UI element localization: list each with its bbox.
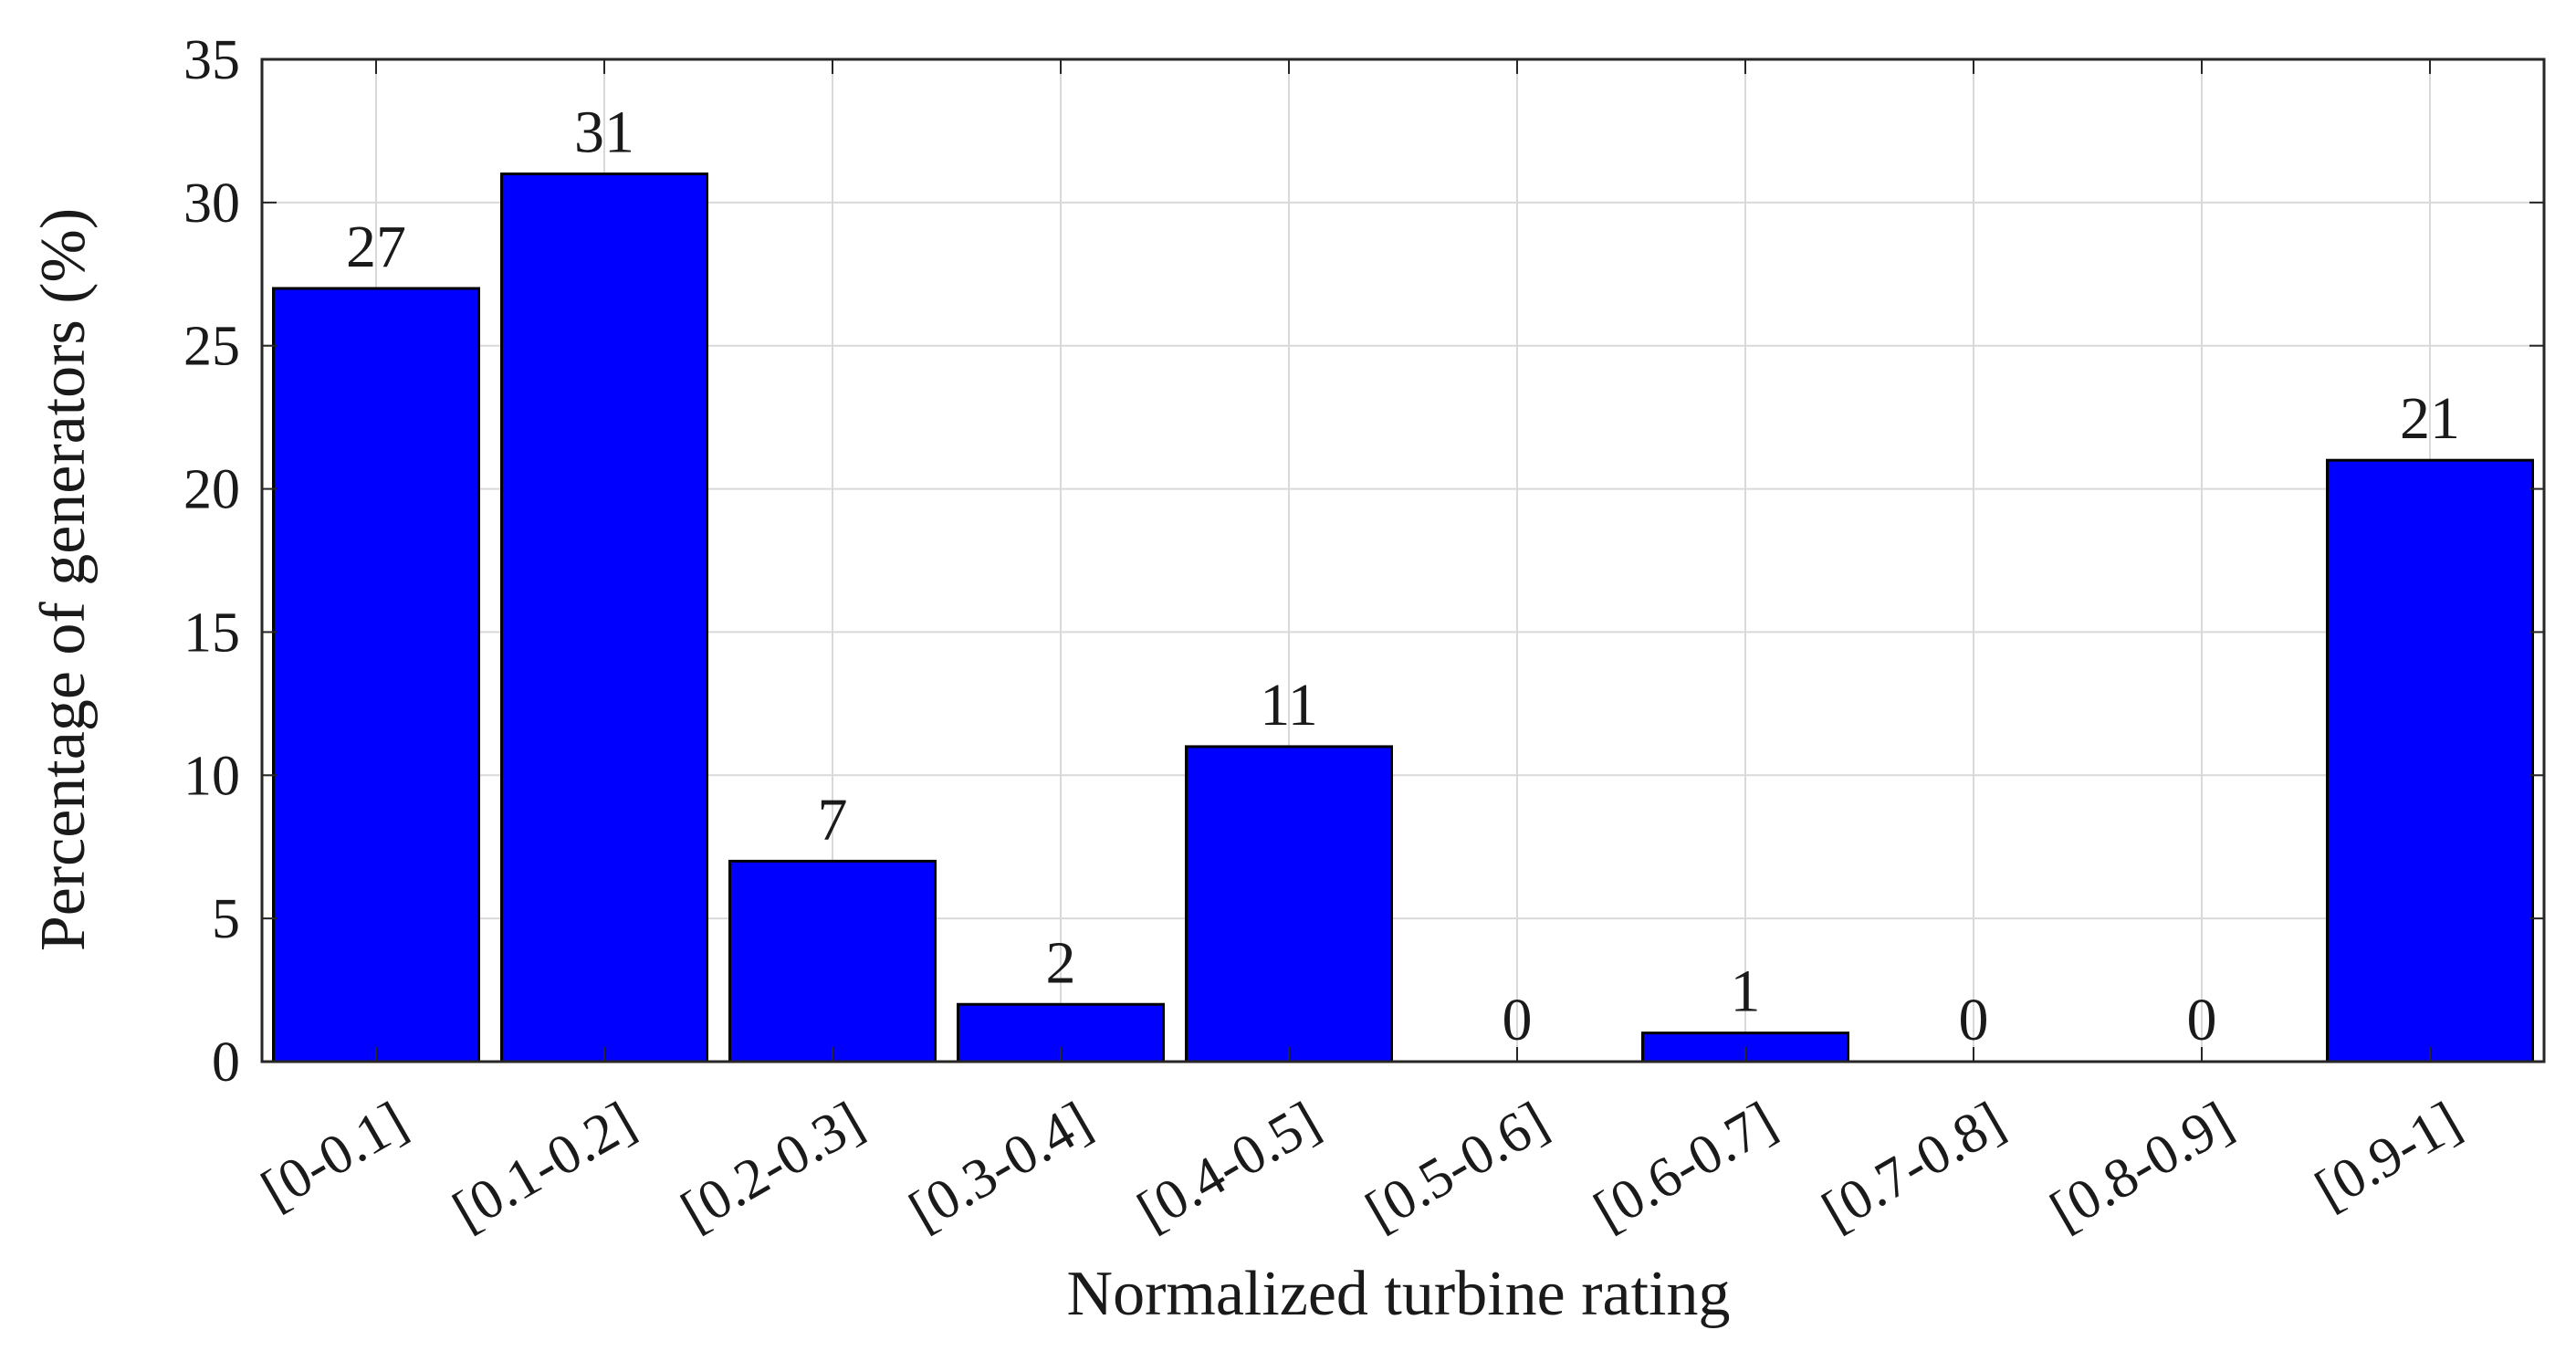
y-tick-label: 5	[212, 888, 240, 950]
data-labels: 27 31 7 2 11 0 1 0 0 21	[346, 99, 2460, 1053]
bar	[2326, 458, 2534, 1063]
bar	[728, 859, 937, 1063]
x-tick-label: [0.4-0.5]	[1127, 1090, 1330, 1242]
plot-frame	[260, 58, 2546, 1063]
data-label: 2	[1046, 929, 1076, 996]
tick-marks	[262, 58, 2544, 1063]
x-tick-label: [0.6-0.7]	[1584, 1090, 1786, 1242]
data-label: 11	[1260, 672, 1318, 738]
y-axis-title: Percentage of generators (%)	[28, 208, 99, 951]
x-tick-label: [0.5-0.6]	[1356, 1090, 1558, 1242]
data-label: 1	[1731, 958, 1761, 1025]
x-tick-label: [0.3-0.4]	[899, 1090, 1102, 1242]
data-label: 31	[574, 99, 634, 165]
data-label: 0	[2187, 987, 2217, 1053]
x-tick-label: [0-0.1]	[251, 1090, 417, 1221]
y-tick-label: 0	[212, 1032, 240, 1094]
data-label: 0	[1503, 987, 1533, 1053]
x-tick-label: [0.7-0.8]	[1812, 1090, 2015, 1242]
bar	[1185, 745, 1393, 1063]
x-axis-title: Normalized turbine rating	[1067, 1259, 1731, 1329]
data-label: 21	[2400, 385, 2460, 452]
y-tick-label: 10	[183, 745, 240, 807]
y-tick-label: 15	[183, 602, 240, 664]
x-tick-label: [0.1-0.2]	[443, 1090, 645, 1242]
bar	[500, 172, 708, 1063]
x-tick-label: [0.9-1]	[2305, 1090, 2471, 1221]
y-tick-labels: 0 5 10 15 20 25 30 35	[183, 29, 240, 1094]
x-tick-labels: [0-0.1] [0.1-0.2] [0.2-0.3] [0.3-0.4] [0.4-0…	[251, 1090, 2471, 1242]
x-tick-label: [0.8-0.9]	[2040, 1090, 2243, 1242]
y-tick-label: 20	[183, 459, 240, 521]
bars	[272, 172, 2534, 1063]
data-label: 0	[1959, 987, 1989, 1053]
y-tick-label: 30	[183, 173, 240, 235]
x-tick-label: [0.2-0.3]	[671, 1090, 874, 1242]
data-label: 27	[346, 214, 406, 280]
y-tick-label: 25	[183, 316, 240, 378]
data-label: 7	[818, 786, 848, 853]
y-tick-label: 35	[183, 29, 240, 91]
bar	[272, 287, 480, 1063]
